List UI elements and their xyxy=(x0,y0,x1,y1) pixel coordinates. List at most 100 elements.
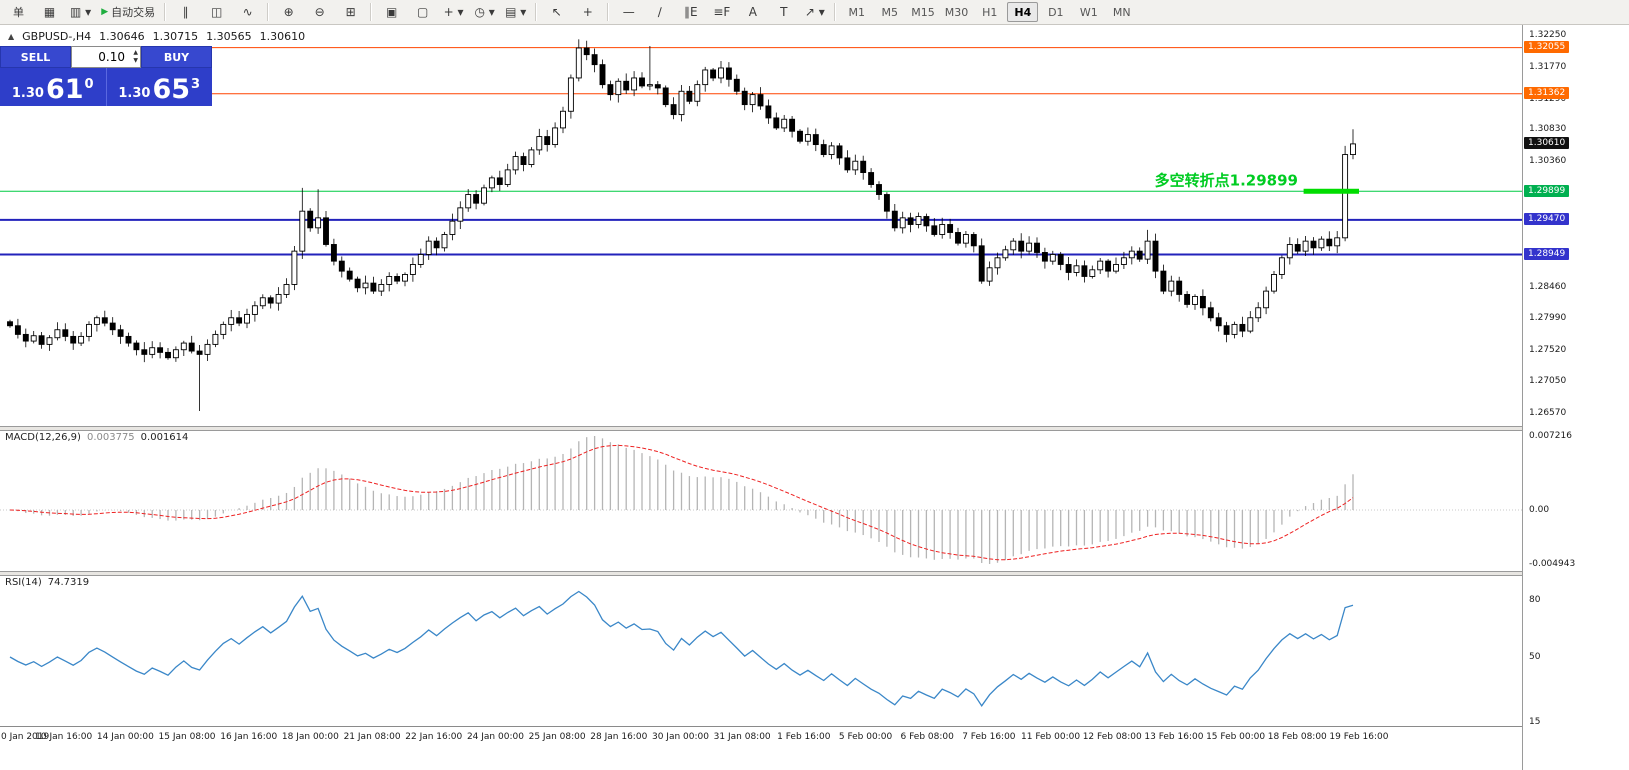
time-label: 14 Jan 00:00 xyxy=(96,732,154,742)
fibonacci-button[interactable]: ≡F xyxy=(713,5,731,19)
time-label: 22 Jan 16:00 xyxy=(405,732,463,742)
one-click-trading-panel: SELL 0.10 ▲ ▼ BUY 1.30 61 0 1.30 65 3 xyxy=(0,46,212,106)
toolbar-separator xyxy=(267,3,270,21)
sell-price-point: 0 xyxy=(84,77,94,92)
timeframe-m15-button[interactable]: M15 xyxy=(911,5,935,19)
sell-price-pips: 61 xyxy=(45,74,84,105)
volume-stepper: ▲ ▼ xyxy=(133,49,138,65)
timeframe-m1-button[interactable]: M1 xyxy=(848,5,866,19)
new-order-button[interactable]: 单 xyxy=(13,6,24,19)
templates-button[interactable]: ▤ ▾ xyxy=(505,5,527,19)
sell-button[interactable]: SELL xyxy=(0,46,71,68)
ohlc-close: 1.30610 xyxy=(259,30,306,43)
toolbar-separator xyxy=(164,3,167,21)
ohlc-high: 1.30715 xyxy=(152,30,199,43)
buy-price[interactable]: 1.30 65 3 xyxy=(107,68,213,106)
time-label: 28 Jan 16:00 xyxy=(590,732,648,742)
toolbar-separator xyxy=(834,3,837,21)
price-chart[interactable]: 多空转折点1.29899 xyxy=(0,25,1522,426)
time-label: 10 Jan 16:00 xyxy=(35,732,93,742)
price-tick: 1.27520 xyxy=(1529,344,1567,355)
timeframe-d1-button[interactable]: D1 xyxy=(1048,5,1064,19)
time-label: 25 Jan 08:00 xyxy=(528,732,586,742)
price-badge: 1.29899 xyxy=(1524,184,1570,197)
zoom-in-button[interactable]: ⊕ xyxy=(283,5,294,19)
new-chart-button[interactable]: ▦ xyxy=(43,5,56,19)
toolbar-separator xyxy=(607,3,610,21)
time-label: 13 Feb 16:00 xyxy=(1144,732,1204,742)
time-label: 15 Jan 08:00 xyxy=(158,732,216,742)
crosshair-button[interactable]: + xyxy=(582,5,593,19)
text-button[interactable]: A xyxy=(748,5,757,19)
buy-price-base: 1.30 xyxy=(118,86,151,101)
bar-chart-button[interactable]: ∥ xyxy=(182,5,189,19)
price-badge: 1.30610 xyxy=(1524,137,1570,150)
text-label-button[interactable]: T xyxy=(780,5,788,19)
time-label: 19 Feb 16:00 xyxy=(1329,732,1389,742)
macd-chart[interactable] xyxy=(0,431,1522,571)
price-tick: 1.27050 xyxy=(1529,376,1567,387)
symbol-period-label: GBPUSD-,H4 xyxy=(22,30,92,43)
timeframe-w1-button[interactable]: W1 xyxy=(1079,5,1098,19)
turning-point-annotation: 多空转折点1.29899 xyxy=(1155,171,1298,189)
ohlc-open: 1.30646 xyxy=(99,30,145,43)
buy-price-point: 3 xyxy=(191,77,201,92)
time-label: 6 Feb 08:00 xyxy=(900,732,954,742)
rsi-axis-tick: 15 xyxy=(1529,717,1541,727)
cursor-button[interactable]: ↖ xyxy=(551,5,562,19)
timeframe-m30-button[interactable]: M30 xyxy=(944,5,969,19)
arrange-windows-button[interactable]: ▢ xyxy=(416,5,429,19)
rsi-label: RSI(14) 74.7319 xyxy=(5,577,90,588)
sell-price[interactable]: 1.30 61 0 xyxy=(0,68,106,106)
timeframe-m5-button[interactable]: M5 xyxy=(881,5,899,19)
macd-label: MACD(12,26,9) 0.003775 0.001614 xyxy=(5,432,189,443)
time-label: 18 Jan 00:00 xyxy=(281,732,339,742)
volume-up-arrow[interactable]: ▲ xyxy=(133,49,138,56)
tile-windows-button[interactable]: ⊞ xyxy=(345,5,356,19)
buy-button[interactable]: BUY xyxy=(141,46,212,68)
rsi-axis-tick: 50 xyxy=(1529,652,1541,662)
price-tick: 1.26570 xyxy=(1529,408,1567,418)
main-toolbar: 单 ▦ ▥ ▾ ▶ 自动交易 ∥ ◫ ∿ ⊕ ⊖ ⊞ ▣ ▢ + ▾ ◷ ▾ ▤ ▾ ↖ + — ∕ ∥E ≡F A T ↗ ▾… xyxy=(0,0,1629,25)
macd-axis-min: -0.004943 xyxy=(1529,559,1576,569)
zoom-out-button[interactable]: ⊖ xyxy=(314,5,325,19)
profiles-button[interactable]: ▥ ▾ xyxy=(70,5,92,19)
rsi-chart[interactable] xyxy=(0,576,1522,726)
chart-header: ▲ GBPUSD-,H4 1.30646 1.30715 1.30565 1.3… xyxy=(8,30,305,43)
time-axis[interactable]: 0 Jan 2019 10 Jan 16:00 14 Jan 00:00 15 Jan… xyxy=(0,726,1522,770)
price-badge: 1.31362 xyxy=(1524,87,1570,100)
equidistant-channel-button[interactable]: ∥E xyxy=(684,5,698,19)
price-scale[interactable]: 1.322501.317701.312901.308301.303601.298… xyxy=(1522,25,1629,770)
price-badge: 1.28949 xyxy=(1524,248,1570,261)
timeframe-h4-button[interactable]: H4 xyxy=(1007,2,1039,22)
one-click-collapse-toggle[interactable]: ▲ xyxy=(8,32,15,41)
auto-trading-button[interactable]: ▶ 自动交易 xyxy=(101,6,156,19)
volume-input[interactable]: 0.10 ▲ ▼ xyxy=(71,46,141,68)
price-tick: 1.27990 xyxy=(1529,313,1567,324)
time-label: 0 Jan 2019 xyxy=(1,732,50,742)
time-label: 24 Jan 00:00 xyxy=(466,732,524,742)
candlestick-chart-button[interactable]: ◫ xyxy=(210,5,223,19)
pane-splitter-macd[interactable] xyxy=(0,426,1522,431)
time-label: 7 Feb 16:00 xyxy=(962,732,1016,742)
toolbar-separator xyxy=(370,3,373,21)
pane-splitter-rsi[interactable] xyxy=(0,571,1522,576)
time-label: 16 Jan 16:00 xyxy=(220,732,278,742)
price-tick: 1.32250 xyxy=(1529,29,1567,40)
price-tick: 1.28460 xyxy=(1529,282,1567,293)
trendline-button[interactable]: ∕ xyxy=(657,5,662,19)
macd-axis-zero: 0.00 xyxy=(1529,505,1550,515)
time-label: 30 Jan 00:00 xyxy=(651,732,709,742)
time-label: 5 Feb 00:00 xyxy=(838,732,893,742)
timeframe-h1-button[interactable]: H1 xyxy=(982,5,998,19)
ohlc-low: 1.30565 xyxy=(206,30,252,43)
add-indicator-button[interactable]: + ▾ xyxy=(443,5,464,19)
line-chart-button[interactable]: ∿ xyxy=(242,5,253,19)
timeframe-mn-button[interactable]: MN xyxy=(1112,5,1131,19)
periods-button[interactable]: ◷ ▾ xyxy=(474,5,495,19)
volume-down-arrow[interactable]: ▼ xyxy=(133,57,138,64)
cascade-windows-button[interactable]: ▣ xyxy=(385,5,398,19)
horizontal-line-button[interactable]: — xyxy=(622,5,635,19)
arrow-tools-button[interactable]: ↗ ▾ xyxy=(804,5,825,19)
